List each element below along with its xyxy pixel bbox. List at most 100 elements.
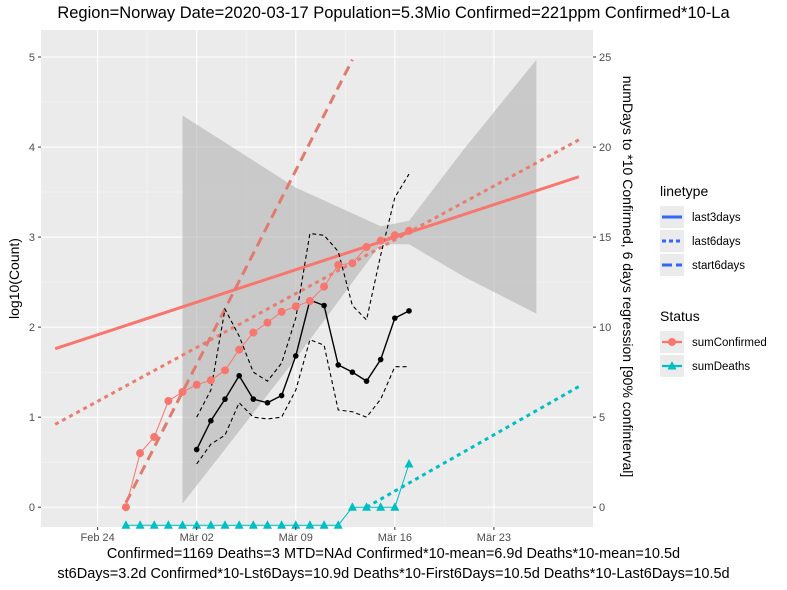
deaths-point	[291, 520, 301, 529]
days-point	[406, 308, 412, 314]
deaths-point	[333, 520, 343, 529]
x-tick-label: Mär 23	[477, 532, 511, 544]
legend-label-start6days: start6days	[692, 260, 745, 272]
regression-line-last6days	[54, 138, 580, 426]
deaths-point	[149, 520, 159, 529]
confirmed-point	[136, 449, 145, 458]
confirmed-point	[164, 396, 173, 405]
days-point	[363, 378, 370, 384]
deaths-point	[121, 520, 131, 529]
confirmed-point	[221, 366, 229, 375]
legend-key-point-sumConfirmed	[668, 338, 676, 346]
y-tick-label: 2	[29, 322, 35, 334]
y-right-tick-label: 20	[599, 142, 611, 154]
days-point	[335, 362, 342, 368]
confirmed-point	[348, 259, 357, 268]
y-right-tick-label: 0	[599, 502, 605, 514]
y-right-tick-label: 15	[599, 232, 611, 244]
legend-label-last3days: last3days	[692, 212, 741, 224]
deaths-point	[404, 458, 414, 468]
legend-status-title: Status	[660, 308, 700, 324]
confirmed-point	[235, 345, 244, 354]
deaths-point	[163, 520, 173, 529]
days-point	[250, 396, 257, 402]
days-point	[292, 353, 299, 359]
y-right-tick-label: 10	[599, 322, 611, 334]
y-right-tick-label: 25	[599, 52, 611, 64]
y-tick-label: 3	[29, 232, 35, 244]
days-ci-low-line	[196, 338, 409, 465]
days-ci-high-line	[196, 173, 410, 418]
regression-line-start6days	[124, 59, 354, 504]
y-tick-label: 1	[29, 412, 35, 424]
confidence-ribbon	[182, 59, 537, 504]
x-tick-label: Feb 24	[80, 532, 114, 544]
days-point	[349, 369, 356, 375]
deaths-point	[234, 520, 244, 529]
y-tick-label: 4	[29, 142, 35, 154]
deaths-point	[390, 502, 400, 511]
confirmed-point	[150, 432, 159, 441]
confirmed-point	[390, 231, 399, 240]
confirmed-point	[320, 282, 329, 291]
days-point	[208, 417, 214, 424]
regression-line-last3days	[54, 175, 580, 351]
deaths-point	[135, 520, 145, 529]
deaths-point	[206, 520, 216, 529]
legend-label-sumDeaths: sumDeaths	[692, 361, 750, 373]
confirmed-point	[291, 302, 300, 311]
x-tick-label: Mär 09	[279, 532, 313, 544]
confirmed-point	[362, 242, 371, 251]
confirmed-point	[206, 376, 215, 385]
days-line	[196, 299, 410, 450]
chart-title: Region=Norway Date=2020-03-17 Population…	[57, 4, 730, 22]
days-point	[392, 315, 398, 321]
deaths-point	[362, 502, 372, 511]
confirmed-point	[178, 387, 187, 396]
legend-key-point-sumDeaths	[667, 361, 677, 370]
legend-label-sumConfirmed: sumConfirmed	[692, 337, 767, 349]
confirmed-point	[192, 380, 201, 389]
confidence-band	[182, 59, 537, 504]
days-point	[278, 392, 285, 399]
deaths-point	[262, 520, 272, 529]
confirmed-point	[305, 297, 314, 306]
days-point	[377, 356, 384, 363]
deaths-point	[248, 520, 258, 529]
deaths-point	[178, 520, 188, 529]
axes: 0 1 2 3 4 5 0 5 10 15 20 25 Feb 24 Mär 02 Mär 09 Mär 16…	[29, 52, 611, 544]
deaths-point	[376, 502, 386, 511]
days-point	[321, 302, 327, 309]
confirmed-point	[277, 307, 286, 316]
confirmed-point	[121, 503, 130, 512]
deaths-point	[319, 520, 329, 529]
y-axis-label: log10(Count)	[6, 238, 22, 319]
footer-stats-line-1: Confirmed=1169 Deaths=3 MTD=NAd Confirme…	[106, 546, 681, 562]
confirmed-point	[376, 236, 385, 245]
legend-linetype-title: linetype	[660, 183, 708, 199]
y-axis-right-label: numDays to *10 Confirmed, 6 days regress…	[620, 76, 636, 478]
days-point	[236, 372, 242, 379]
y-tick-label: 5	[29, 52, 35, 64]
y-tick-label: 0	[29, 502, 35, 514]
days-point	[222, 396, 228, 402]
x-tick-label: Mär 16	[378, 532, 412, 544]
confirmed-point	[249, 328, 258, 337]
days-point	[264, 399, 271, 406]
data-series	[121, 173, 414, 529]
legend: linetype Status last3days last6days start6…	[660, 183, 767, 377]
deaths-point	[192, 520, 202, 529]
x-tick-label: Mär 02	[180, 532, 214, 544]
confirmed-point	[405, 226, 413, 235]
confirmed-point	[263, 318, 272, 327]
legend-label-last6days: last6days	[692, 236, 741, 248]
footer-stats-line-2: st6Days=3.2d Confirmed*10-Lst6Days=10.9d…	[57, 566, 730, 582]
deaths-point	[220, 520, 230, 529]
deaths-point	[305, 520, 315, 529]
deaths-point	[277, 520, 287, 529]
regression-lines	[54, 59, 580, 509]
confirmed-point	[334, 260, 343, 269]
y-right-tick-label: 5	[599, 412, 605, 424]
deaths-point	[347, 502, 357, 511]
